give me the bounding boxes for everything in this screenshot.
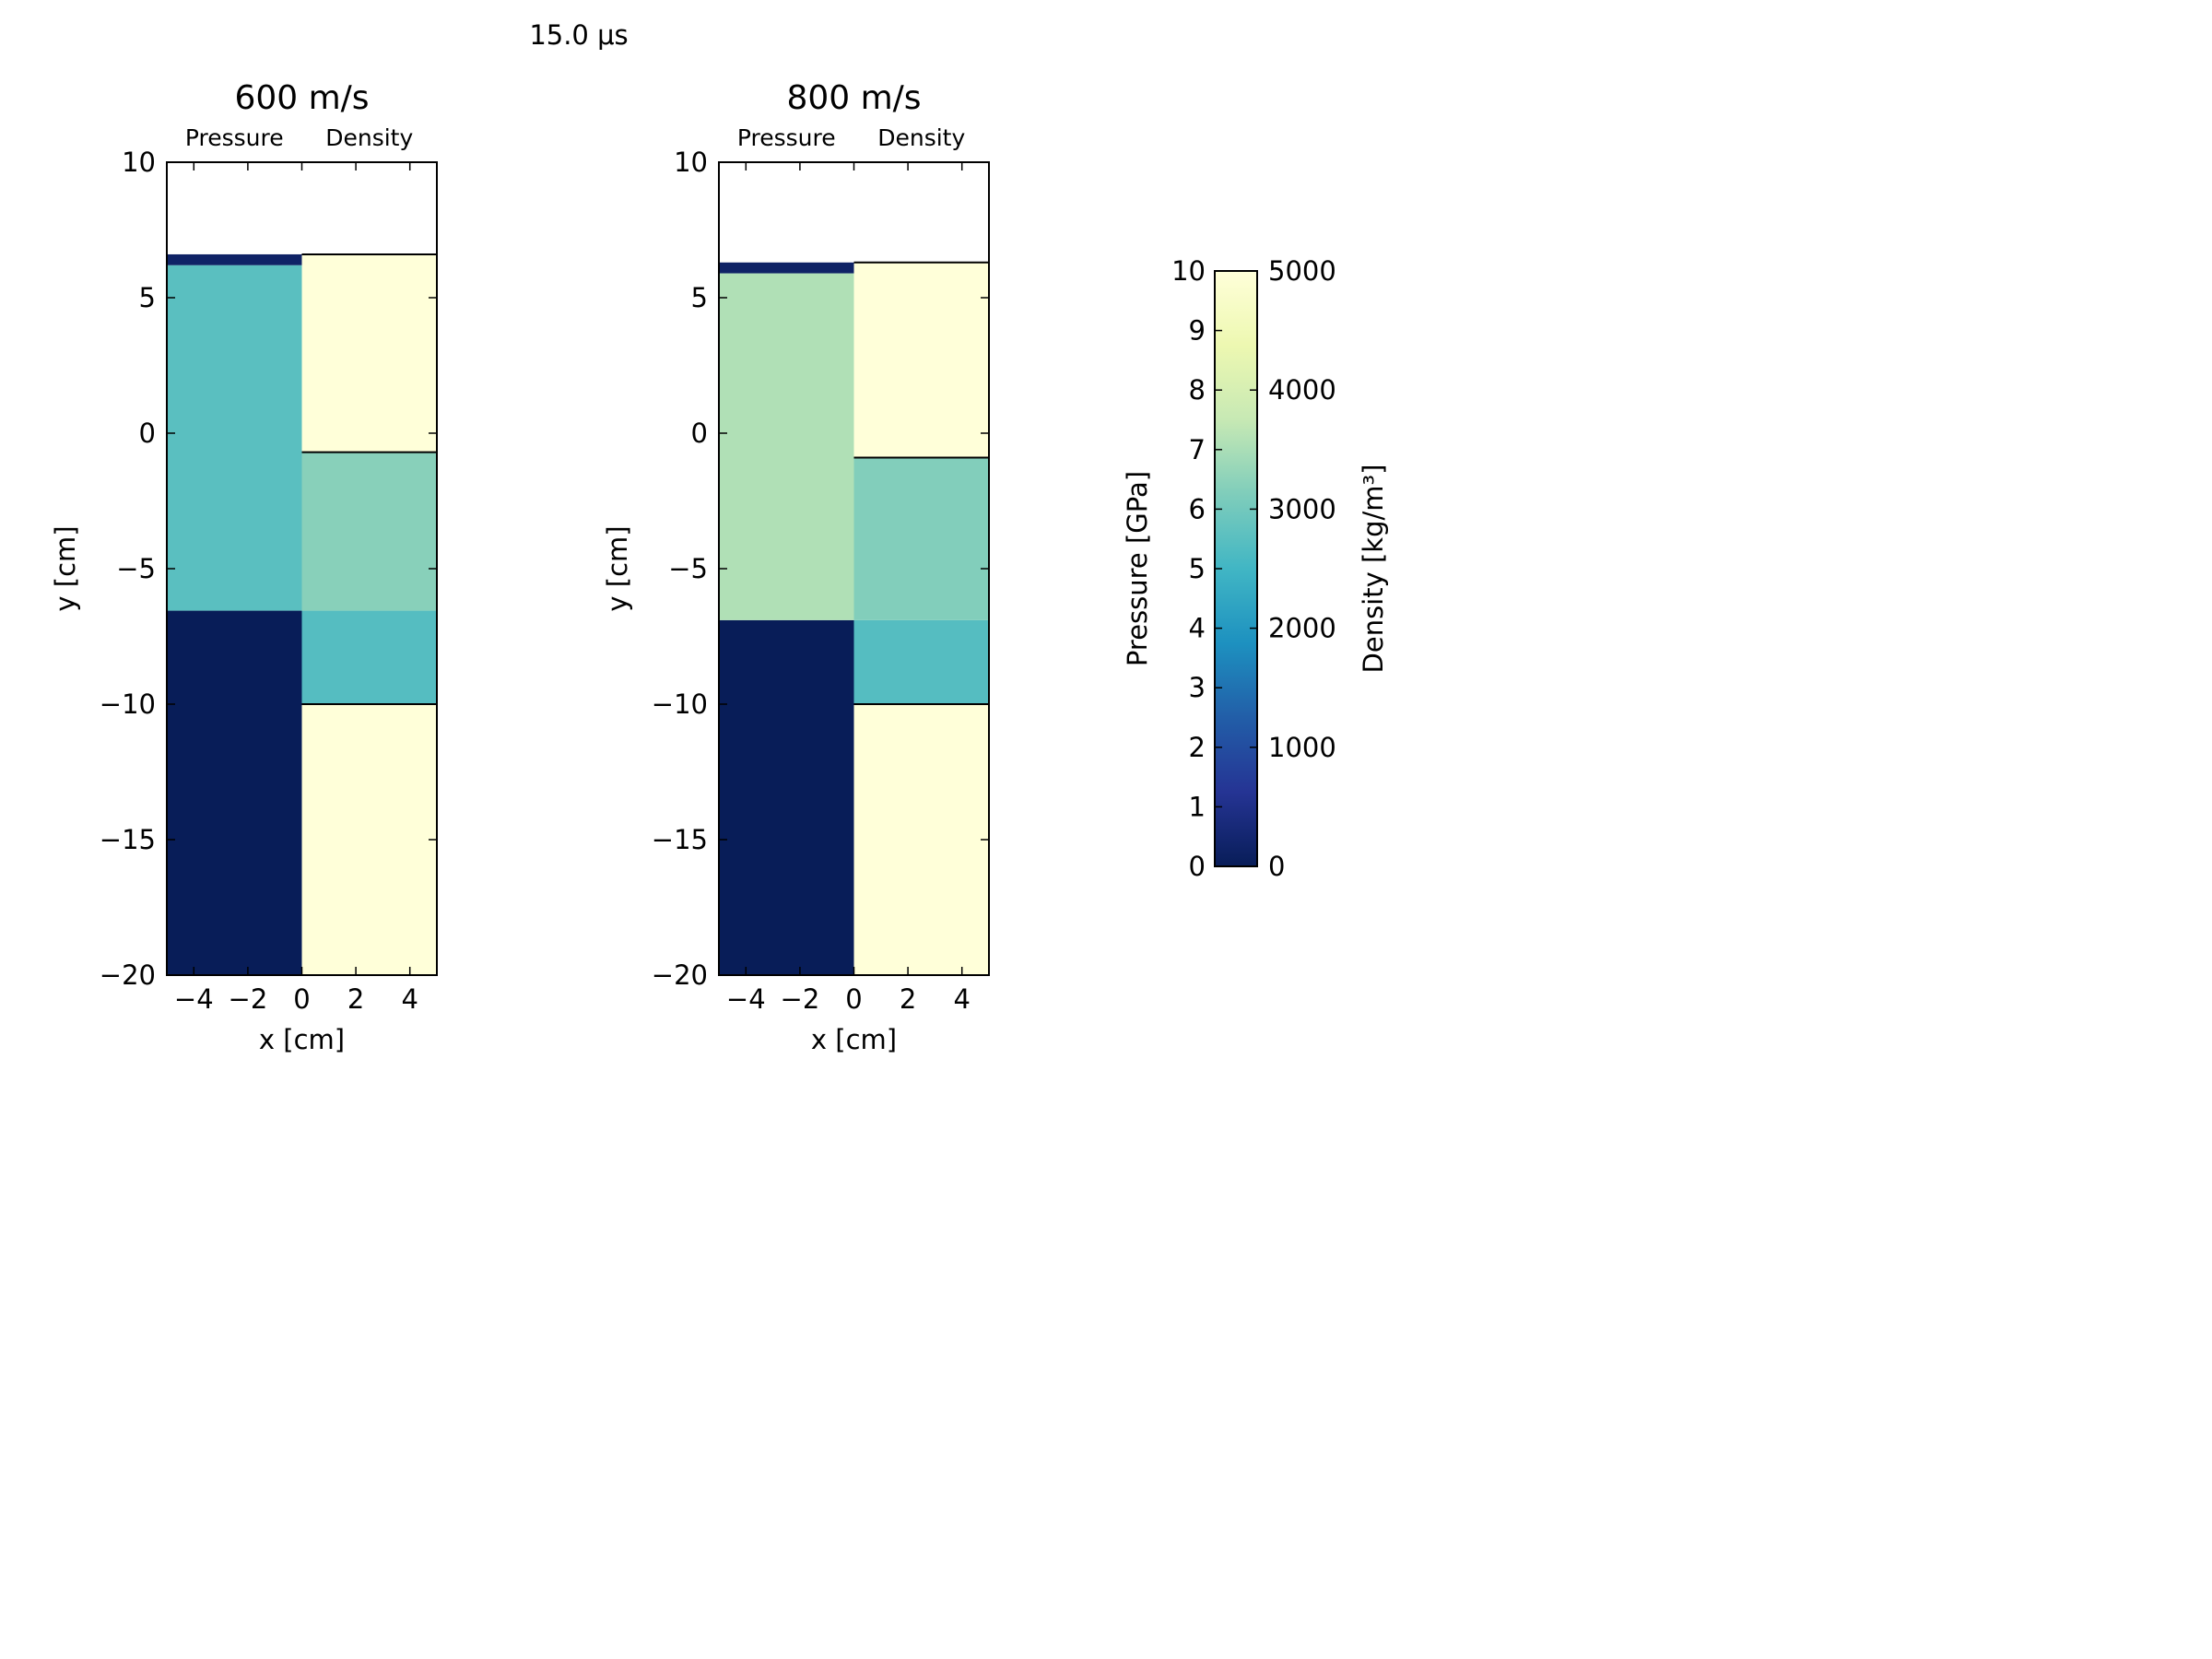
- colorbar-density-tick-label: 4000: [1268, 374, 1336, 406]
- pressure-segment: [719, 262, 854, 274]
- colorbar-pressure-tick-label: 5: [1189, 553, 1206, 584]
- colorbar: 0 1 2 3 4 5 6 7 8 9 10 0 1000 2000 3000 4000 5000 Pressur…: [1122, 255, 1389, 882]
- y-tick-label: −20: [652, 959, 708, 991]
- colorbar-pressure-tick-label: 10: [1171, 255, 1206, 287]
- x-tick-label: −2: [781, 983, 820, 1015]
- pressure-segment: [167, 265, 302, 611]
- colorbar-pressure-tick-label: 4: [1189, 613, 1206, 644]
- colorbar-pressure-tick-label: 7: [1189, 434, 1206, 465]
- x-tick-label: 4: [953, 983, 970, 1015]
- density-segment: [853, 619, 989, 704]
- density-segment: [853, 704, 989, 975]
- column-label-pressure: Pressure: [737, 124, 836, 151]
- y-tick-label: −15: [100, 824, 156, 855]
- panel-title: 600 m/s: [234, 79, 369, 117]
- x-axis-label: x [cm]: [259, 1024, 345, 1055]
- colorbar-pressure-tick-label: 6: [1189, 493, 1206, 524]
- colorbar-density-label: Density [kg/m³]: [1358, 465, 1389, 674]
- density-segment: [301, 253, 437, 453]
- colorbar-density-tick-label: 5000: [1268, 255, 1336, 287]
- x-tick-label: 0: [845, 983, 862, 1015]
- colorbar-density-tick-label: 1000: [1268, 732, 1336, 763]
- y-tick-label: −10: [100, 688, 156, 720]
- y-tick-label: 5: [139, 282, 156, 313]
- y-tick-label: 0: [691, 418, 708, 449]
- panel-title: 800 m/s: [786, 79, 921, 117]
- x-axis-label: x [cm]: [811, 1024, 897, 1055]
- colorbar-pressure-tick-label: 2: [1189, 732, 1206, 763]
- column-label-pressure: Pressure: [185, 124, 284, 151]
- colorbar-density-tick-label: 2000: [1268, 613, 1336, 644]
- density-segment: [853, 457, 989, 620]
- pressure-segment: [167, 253, 302, 265]
- colorbar-pressure-tick-label: 0: [1189, 851, 1206, 882]
- figure-suptitle: 15.0 μs: [529, 19, 628, 51]
- column-label-density: Density: [325, 124, 413, 151]
- colorbar-pressure-tick-label: 1: [1189, 791, 1206, 822]
- axes-frame: [166, 161, 438, 976]
- density-segment: [301, 610, 437, 704]
- colorbar-density-tick-label: 0: [1268, 851, 1285, 882]
- x-tick-label: 2: [347, 983, 364, 1015]
- y-tick-label: 10: [674, 147, 708, 178]
- density-segment: [301, 704, 437, 975]
- y-tick-label: 0: [139, 418, 156, 449]
- y-tick-label: −15: [652, 824, 708, 855]
- x-tick-label: −2: [229, 983, 268, 1015]
- column-label-density: Density: [877, 124, 965, 151]
- y-axis-label: y [cm]: [602, 525, 633, 611]
- x-tick-label: 4: [401, 983, 418, 1015]
- colorbar-density-tick-label: 3000: [1268, 493, 1336, 524]
- x-tick-label: 0: [293, 983, 310, 1015]
- y-axis-label: y [cm]: [50, 525, 81, 611]
- axes-frame: [718, 161, 990, 976]
- pressure-segment: [719, 273, 854, 620]
- pressure-segment: [719, 619, 854, 975]
- colorbar-pressure-tick-label: 8: [1189, 374, 1206, 406]
- y-tick-label: 10: [122, 147, 156, 178]
- x-tick-label: −4: [174, 983, 214, 1015]
- y-tick-label: −5: [116, 553, 156, 584]
- density-segment: [301, 452, 437, 611]
- pressure-segment: [167, 610, 302, 975]
- x-tick-label: 2: [900, 983, 916, 1015]
- colorbar-pressure-label: Pressure [GPa]: [1122, 471, 1153, 666]
- y-tick-label: −5: [668, 553, 708, 584]
- y-tick-label: −20: [100, 959, 156, 991]
- y-tick-label: 5: [691, 282, 708, 313]
- colorbar-pressure-tick-label: 3: [1189, 672, 1206, 703]
- y-tick-label: −10: [652, 688, 708, 720]
- colorbar-pressure-tick-label: 9: [1189, 315, 1206, 347]
- x-tick-label: −4: [726, 983, 766, 1015]
- density-segment: [853, 262, 989, 458]
